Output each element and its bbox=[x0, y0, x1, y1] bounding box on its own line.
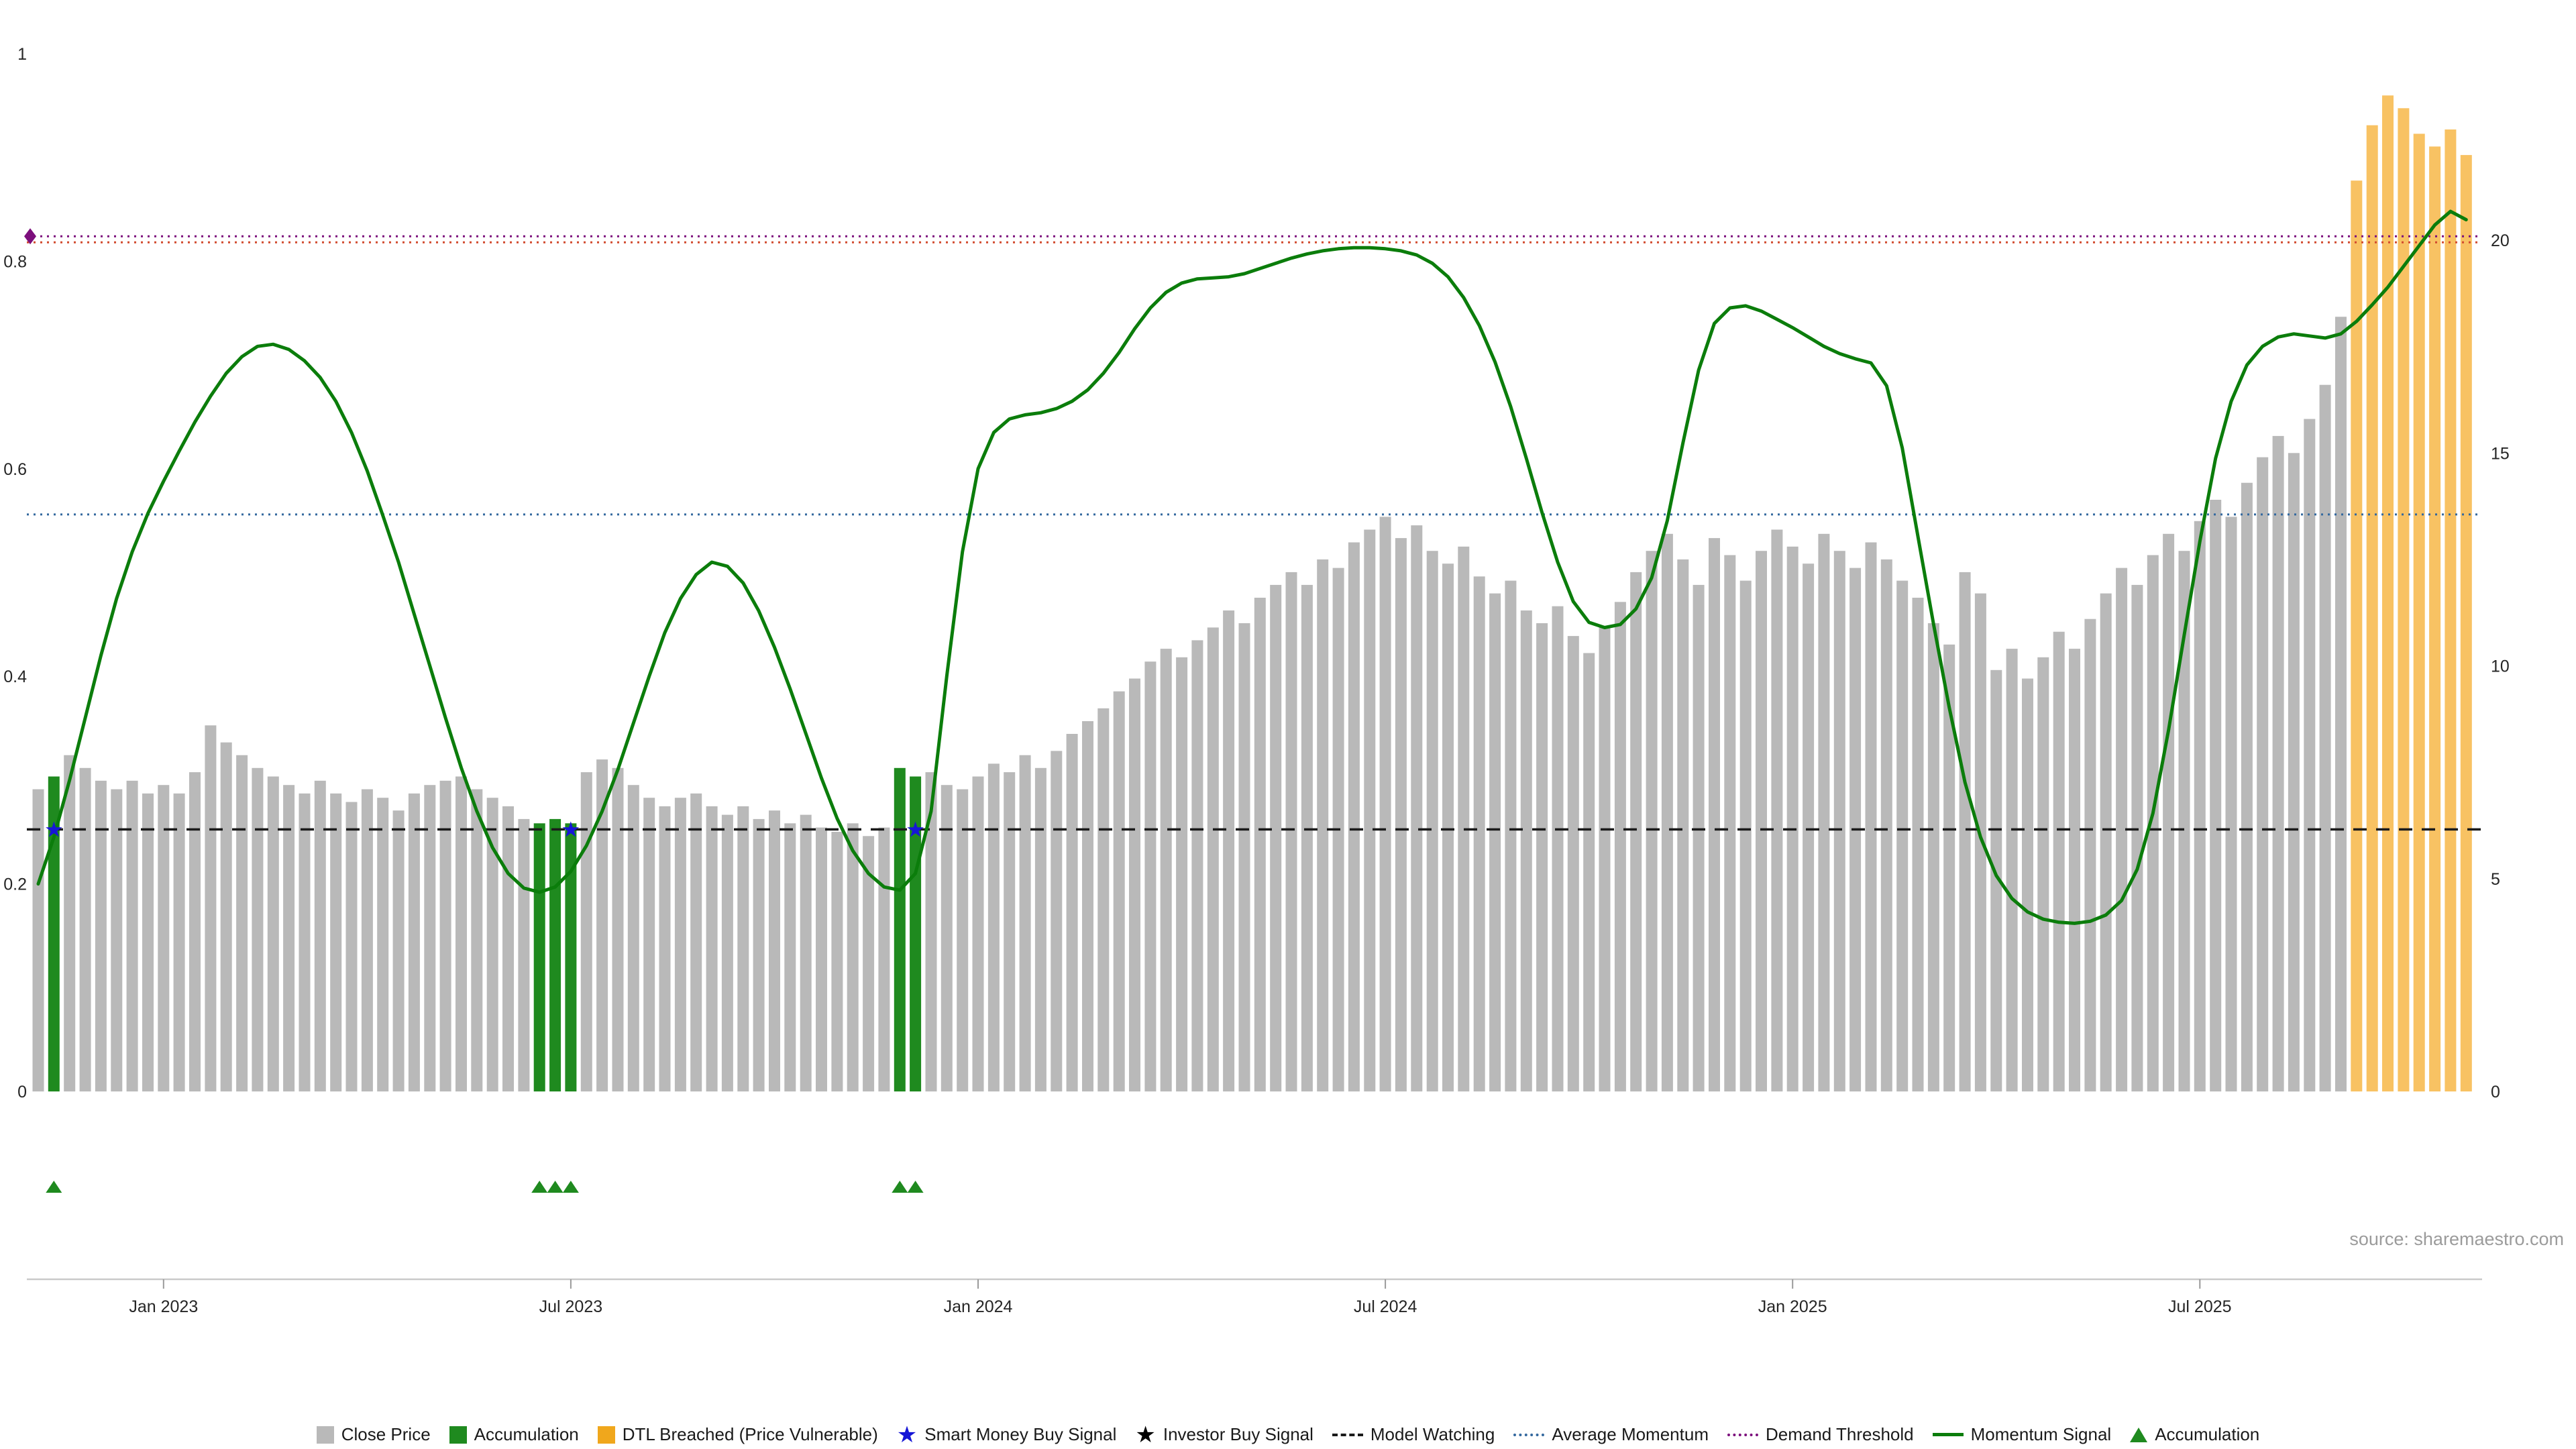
legend-item-accumulation: Accumulation bbox=[2130, 1424, 2259, 1445]
svg-text:Jul 2023: Jul 2023 bbox=[539, 1297, 603, 1316]
star-swatch-icon: ★ bbox=[896, 1421, 918, 1448]
svg-text:Jan 2023: Jan 2023 bbox=[129, 1297, 198, 1316]
star-swatch-icon: ★ bbox=[1135, 1421, 1156, 1448]
legend-label: DTL Breached (Price Vulnerable) bbox=[622, 1424, 878, 1444]
close-price-bars bbox=[32, 95, 2472, 1092]
legend-item-model-watching: Model Watching bbox=[1332, 1424, 1495, 1445]
svg-text:Jul 2024: Jul 2024 bbox=[1354, 1297, 1417, 1316]
momentum-signal-line bbox=[36, 209, 2468, 925]
smart-money-buy-star-icon: ★ bbox=[906, 817, 925, 841]
square-swatch-icon bbox=[449, 1426, 467, 1444]
legend-label: Investor Buy Signal bbox=[1163, 1424, 1313, 1444]
accumulation-triangle-icon bbox=[562, 1181, 579, 1193]
legend-label: Model Watching bbox=[1370, 1424, 1495, 1444]
svg-text:20: 20 bbox=[2491, 231, 2510, 250]
svg-text:0.2: 0.2 bbox=[3, 875, 27, 894]
legend-item-momentum-signal: Momentum Signal bbox=[1932, 1424, 2112, 1445]
svg-text:Jan 2025: Jan 2025 bbox=[1758, 1297, 1827, 1316]
smart-money-buy-star-icon: ★ bbox=[44, 817, 64, 841]
svg-text:1: 1 bbox=[17, 45, 27, 64]
legend-label: Average Momentum bbox=[1552, 1424, 1709, 1444]
legend-item-accumulation: Accumulation bbox=[449, 1424, 579, 1445]
smart-money-buy-star-icon: ★ bbox=[561, 817, 581, 841]
svg-text:0.6: 0.6 bbox=[3, 460, 27, 479]
legend-label: Smart Money Buy Signal bbox=[924, 1424, 1117, 1444]
x-axis: Jan 2023 Jul 2023 Jan 2024 Jul 2024 Jan 2025… bbox=[27, 1278, 2482, 1316]
legend-label: Demand Threshold bbox=[1765, 1424, 1914, 1444]
dash-swatch-icon bbox=[1332, 1433, 1363, 1436]
svg-text:Jul 2025: Jul 2025 bbox=[2168, 1297, 2232, 1316]
source-credit: source: sharemaestro.com bbox=[2349, 1229, 2564, 1249]
legend-item-dtl-breached-price-vulnerable-: DTL Breached (Price Vulnerable) bbox=[597, 1424, 878, 1445]
chart-legend: Close Price Accumulation DTL Breached (Pri… bbox=[0, 1421, 2576, 1448]
signal-markers: ★ ★ ★ bbox=[24, 228, 925, 1193]
svg-text:10: 10 bbox=[2491, 657, 2510, 676]
legend-item-investor-buy-signal: ★ Investor Buy Signal bbox=[1135, 1421, 1313, 1448]
right-axis: 0 5 10 15 20 bbox=[2491, 231, 2510, 1102]
legend-item-smart-money-buy-signal: ★ Smart Money Buy Signal bbox=[896, 1421, 1117, 1448]
dots-swatch-icon bbox=[1727, 1433, 1758, 1436]
svg-text:0.8: 0.8 bbox=[3, 252, 27, 271]
legend-label: Accumulation bbox=[474, 1424, 579, 1444]
svg-text:15: 15 bbox=[2491, 444, 2510, 463]
square-swatch-icon bbox=[597, 1426, 615, 1444]
legend-item-demand-threshold: Demand Threshold bbox=[1727, 1424, 1914, 1445]
svg-text:5: 5 bbox=[2491, 870, 2500, 889]
svg-text:0: 0 bbox=[17, 1083, 27, 1102]
legend-label: Momentum Signal bbox=[1970, 1424, 2112, 1444]
reference-lines bbox=[27, 235, 2482, 831]
accumulation-triangle-icon bbox=[46, 1181, 62, 1193]
accumulation-triangle-icon bbox=[531, 1181, 548, 1193]
svg-text:0.4: 0.4 bbox=[3, 667, 27, 686]
square-swatch-icon bbox=[316, 1426, 334, 1444]
line-swatch-icon bbox=[1932, 1433, 1964, 1436]
legend-label: Close Price bbox=[341, 1424, 431, 1444]
legend-item-average-momentum: Average Momentum bbox=[1513, 1424, 1709, 1445]
legend-item-close-price: Close Price bbox=[316, 1424, 431, 1445]
svg-text:Jan 2024: Jan 2024 bbox=[944, 1297, 1013, 1316]
accumulation-triangle-icon bbox=[892, 1181, 908, 1193]
dots-swatch-icon bbox=[1513, 1433, 1545, 1436]
accumulation-triangle-icon bbox=[907, 1181, 924, 1193]
demand-threshold-diamond-icon bbox=[24, 228, 36, 245]
svg-text:0: 0 bbox=[2491, 1083, 2500, 1102]
accumulation-triangle-icon bbox=[547, 1181, 564, 1193]
legend-label: Accumulation bbox=[2155, 1424, 2260, 1444]
left-axis: 0 0.2 0.4 0.6 0.8 1 bbox=[3, 45, 27, 1102]
triangle-swatch-icon bbox=[2130, 1427, 2148, 1442]
